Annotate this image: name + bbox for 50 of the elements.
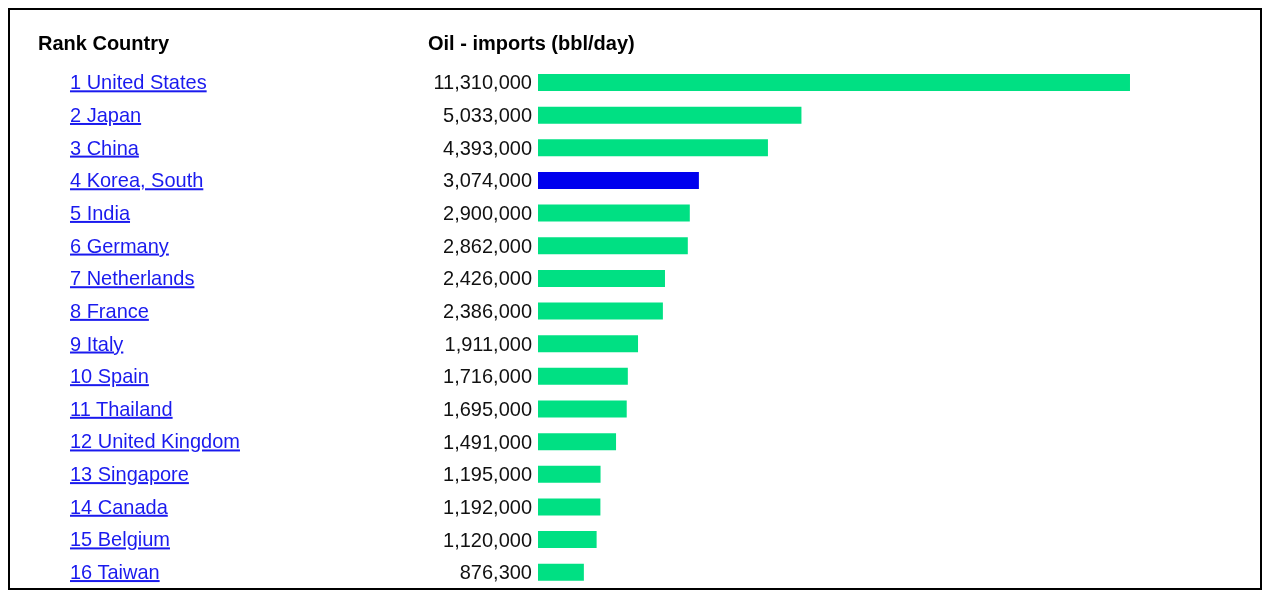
y-axis-title: Rank Country: [38, 32, 170, 55]
y-tick-label: 14 Canada: [70, 495, 169, 518]
data-label: 11,310,000: [433, 71, 532, 94]
y-tick-label: 10 Spain: [70, 365, 149, 388]
bar: [538, 335, 639, 353]
data-label: 2,862,000: [443, 234, 532, 257]
y-tick-label: 6 Germany: [70, 234, 169, 257]
data-label: 1,716,000: [443, 365, 532, 388]
data-label: 1,120,000: [443, 528, 532, 551]
y-tick-label: 1 United States: [70, 71, 207, 94]
y-tick-label: 15 Belgium: [70, 528, 170, 551]
data-label: 2,900,000: [443, 202, 532, 225]
bar: [538, 433, 617, 451]
y-tick-label: 5 India: [70, 201, 131, 224]
y-tick-label: 2 Japan: [70, 103, 142, 126]
bar: [538, 204, 690, 222]
bar: [538, 74, 1130, 91]
bar: [538, 400, 627, 418]
bar: [538, 367, 628, 385]
data-label: 1,195,000: [443, 463, 532, 486]
data-label: 1,192,000: [443, 495, 532, 518]
bar: [538, 237, 688, 255]
y-tick-label: 8 France: [70, 299, 149, 322]
y-tick-label: 11 Thailand: [70, 397, 173, 420]
bar: [538, 139, 768, 157]
bar: [538, 465, 601, 483]
bar: [538, 531, 597, 549]
bar: [538, 498, 601, 516]
bar: [538, 302, 663, 320]
bar: [538, 171, 699, 189]
data-label: 4,393,000: [443, 136, 532, 159]
data-label: 1,491,000: [443, 430, 532, 453]
data-label: 5,033,000: [443, 104, 532, 127]
data-label: 2,426,000: [443, 267, 532, 290]
chart-title: Oil - imports (bbl/day): [428, 32, 635, 55]
bar: [538, 269, 665, 287]
y-tick-label: 7 Netherlands: [70, 267, 195, 290]
data-label: 1,695,000: [443, 397, 532, 420]
y-tick-label: 9 Italy: [70, 332, 124, 355]
bar: [538, 106, 802, 124]
data-label: 876,300: [459, 561, 532, 584]
y-tick-label: 4 Korea, South: [70, 169, 204, 192]
data-label: 2,386,000: [443, 300, 532, 323]
data-label: 1,911,000: [444, 332, 532, 355]
y-tick-label: 12 United Kingdom: [70, 430, 240, 453]
y-tick-label: 13 Singapore: [70, 463, 189, 486]
bar: [538, 563, 584, 581]
y-tick-label: 3 China: [70, 136, 140, 159]
data-label: 3,074,000: [443, 169, 532, 192]
y-tick-label: 16 Taiwan: [70, 561, 160, 584]
